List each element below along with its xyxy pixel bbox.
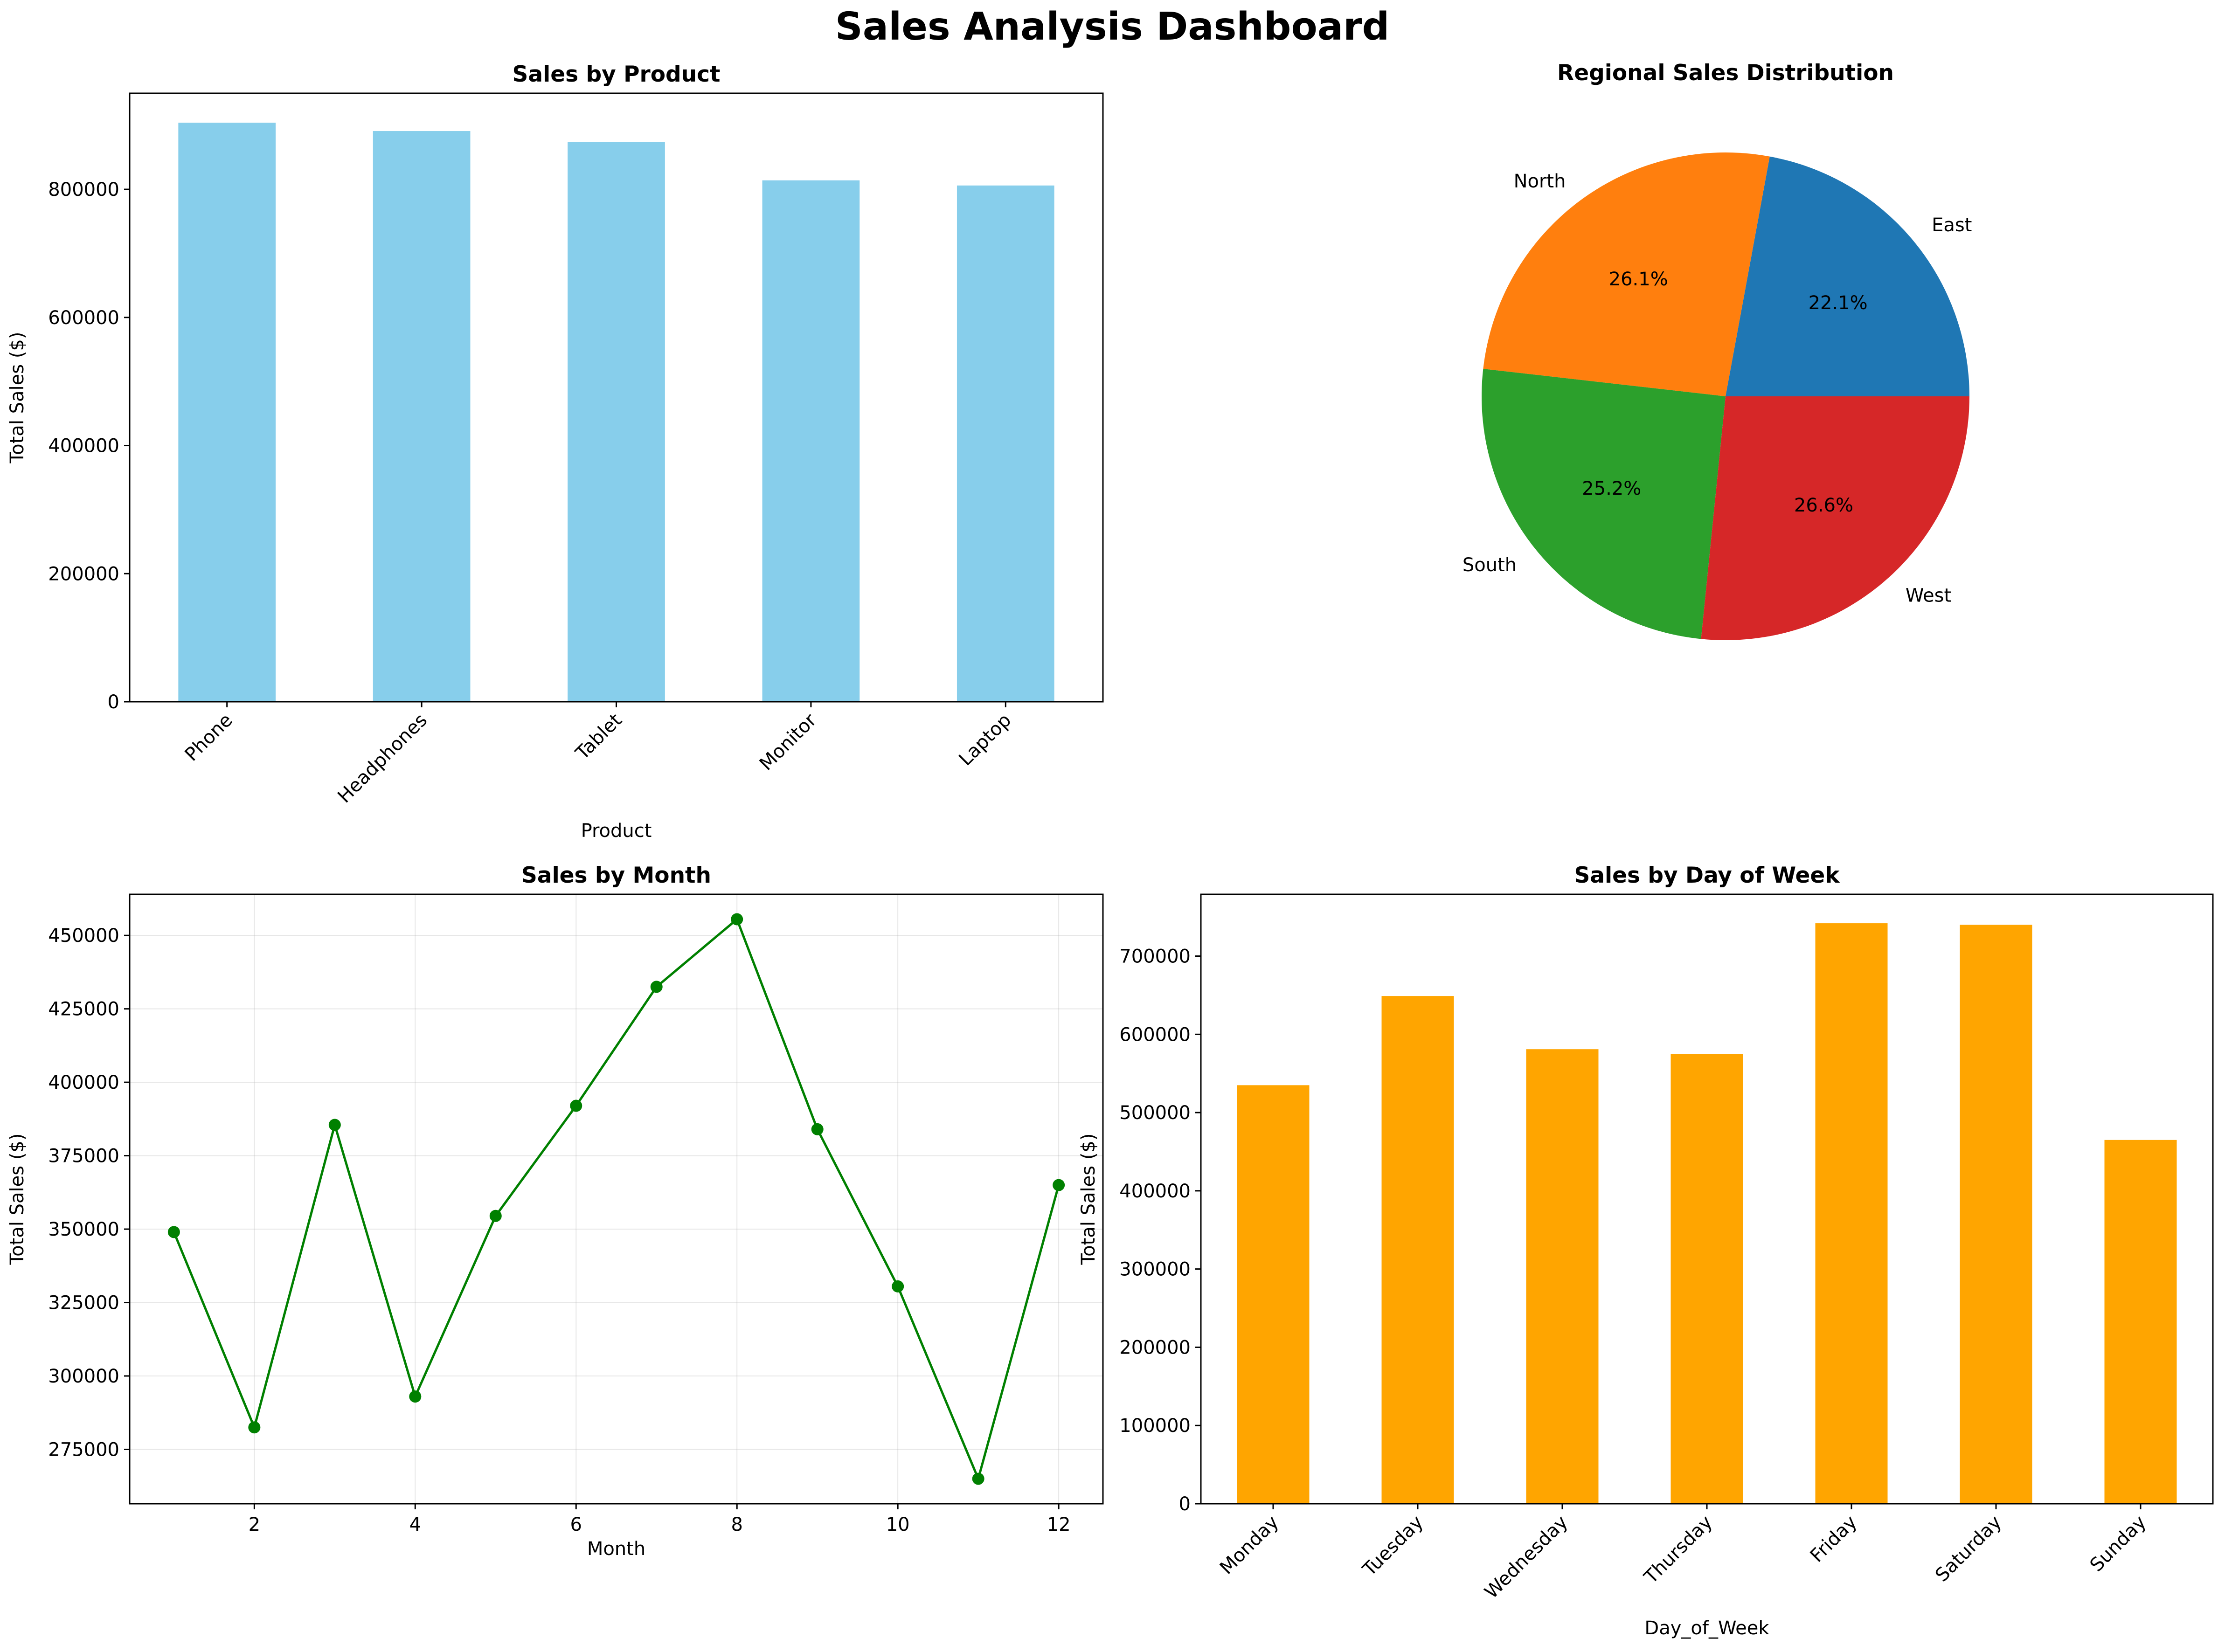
chart-title: Sales by Day of Week [1574, 863, 1840, 888]
pie-label-south: South [1463, 554, 1517, 576]
y-tick-label: 400000 [1119, 1181, 1191, 1202]
pie-label-north: North [1514, 171, 1566, 192]
bar-monitor [762, 180, 860, 702]
x-tick-label: Headphones [333, 710, 431, 808]
pie-pct-south: 25.2% [1582, 478, 1641, 499]
data-point-month-5 [489, 1210, 502, 1222]
data-point-month-12 [1053, 1179, 1065, 1191]
y-tick-label: 0 [108, 691, 119, 713]
pie-pct-west: 26.6% [1794, 495, 1853, 516]
pie-label-east: East [1932, 214, 1972, 236]
bar-tablet [568, 142, 665, 702]
data-point-month-10 [892, 1280, 904, 1293]
pie-slice-east [1726, 156, 1969, 396]
y-axis-label: Total Sales ($) [7, 1134, 28, 1265]
data-point-month-3 [328, 1119, 341, 1131]
y-axis-label: Total Sales ($) [7, 332, 28, 464]
y-tick-label: 425000 [48, 999, 119, 1020]
bar-tuesday [1381, 996, 1454, 1504]
bar-wednesday [1526, 1049, 1599, 1504]
x-axis-label: Product [581, 820, 652, 842]
bar-saturday [1960, 925, 2032, 1504]
y-tick-label: 100000 [1119, 1415, 1191, 1437]
y-tick-label: 600000 [48, 307, 119, 329]
data-point-month-11 [972, 1472, 984, 1485]
x-tick-label: 4 [409, 1514, 421, 1535]
data-point-month-1 [167, 1226, 180, 1238]
pie-pct-east: 22.1% [1809, 292, 1868, 314]
x-axis-label: Day_of_Week [1644, 1617, 1769, 1639]
bar-monday [1237, 1085, 1310, 1504]
bar-phone [178, 123, 276, 702]
y-tick-label: 700000 [1119, 946, 1191, 968]
x-tick-label: Friday [1806, 1512, 1861, 1567]
y-tick-label: 0 [1179, 1493, 1191, 1515]
pie-slice-south [1482, 368, 1726, 639]
product-sales-chart: 0 200000 400000 600000 800000 Total Sales ($)… [7, 62, 1104, 842]
bar-sunday [2104, 1140, 2177, 1504]
x-tick-label: Monday [1216, 1512, 1283, 1579]
sales-line [173, 917, 1060, 1483]
x-tick-label: Saturday [1931, 1512, 2006, 1586]
x-tick-label: Phone [181, 710, 237, 766]
monthly-sales-chart: 275000 300000 325000 350000 375000 400000 4250… [7, 863, 1104, 1560]
x-tick-label: Monitor [756, 709, 821, 774]
x-axis-label: Month [587, 1538, 645, 1560]
regional-pie-chart: East 22.1% North 26.1% South 25.2% West 26.6% Re… [1463, 60, 1972, 640]
x-tick-label: 12 [1047, 1514, 1071, 1535]
y-tick-label: 450000 [48, 925, 119, 947]
data-point-month-6 [570, 1099, 582, 1112]
x-tick-label: Sunday [2086, 1512, 2150, 1576]
x-tick-label: Tuesday [1359, 1512, 1428, 1581]
data-point-month-8 [731, 913, 743, 926]
pie-pct-north: 26.1% [1609, 269, 1668, 290]
axes-frame [129, 893, 1104, 1505]
chart-title: Sales by Product [513, 62, 721, 87]
x-tick-label: Thursday [1640, 1512, 1717, 1589]
bar-laptop [957, 185, 1054, 702]
dashboard-title: Sales Analysis Dashboard [835, 5, 1390, 49]
y-tick-label: 300000 [48, 1366, 119, 1387]
weekday-sales-chart: 0 100000 200000 300000 400000 500000 600000 700… [1078, 863, 2214, 1639]
data-point-month-4 [409, 1390, 422, 1403]
bar-thursday [1670, 1054, 1743, 1504]
x-tick-label: Tablet [571, 710, 626, 764]
y-tick-label: 500000 [1119, 1102, 1191, 1124]
pie-label-west: West [1906, 585, 1951, 607]
y-tick-label: 800000 [48, 179, 119, 200]
y-tick-label: 600000 [1119, 1024, 1191, 1045]
data-point-month-2 [248, 1421, 261, 1434]
x-tick-label: 10 [886, 1514, 910, 1535]
chart-title: Regional Sales Distribution [1557, 60, 1894, 86]
y-tick-label: 200000 [48, 563, 119, 585]
y-tick-label: 400000 [48, 435, 119, 457]
bar-headphones [373, 131, 471, 702]
y-tick-label: 325000 [48, 1293, 119, 1314]
y-tick-label: 200000 [1119, 1337, 1191, 1358]
y-tick-label: 275000 [48, 1439, 119, 1460]
pie-slice-west [1701, 396, 1969, 640]
x-tick-label: Wednesday [1481, 1512, 1572, 1603]
bar-friday [1815, 923, 1888, 1504]
chart-title: Sales by Month [521, 863, 711, 888]
pie-slice-north [1483, 152, 1770, 397]
y-tick-label: 350000 [48, 1219, 119, 1240]
x-tick-label: 2 [249, 1514, 260, 1535]
data-point-month-7 [650, 981, 663, 993]
x-tick-label: 8 [731, 1514, 742, 1535]
y-tick-label: 400000 [48, 1072, 119, 1093]
y-tick-label: 375000 [48, 1146, 119, 1167]
y-axis-label: Total Sales ($) [1078, 1134, 1099, 1265]
x-tick-label: Laptop [955, 710, 1015, 770]
y-tick-label: 300000 [1119, 1259, 1191, 1280]
data-point-month-9 [811, 1123, 824, 1135]
x-tick-label: 6 [570, 1514, 582, 1535]
